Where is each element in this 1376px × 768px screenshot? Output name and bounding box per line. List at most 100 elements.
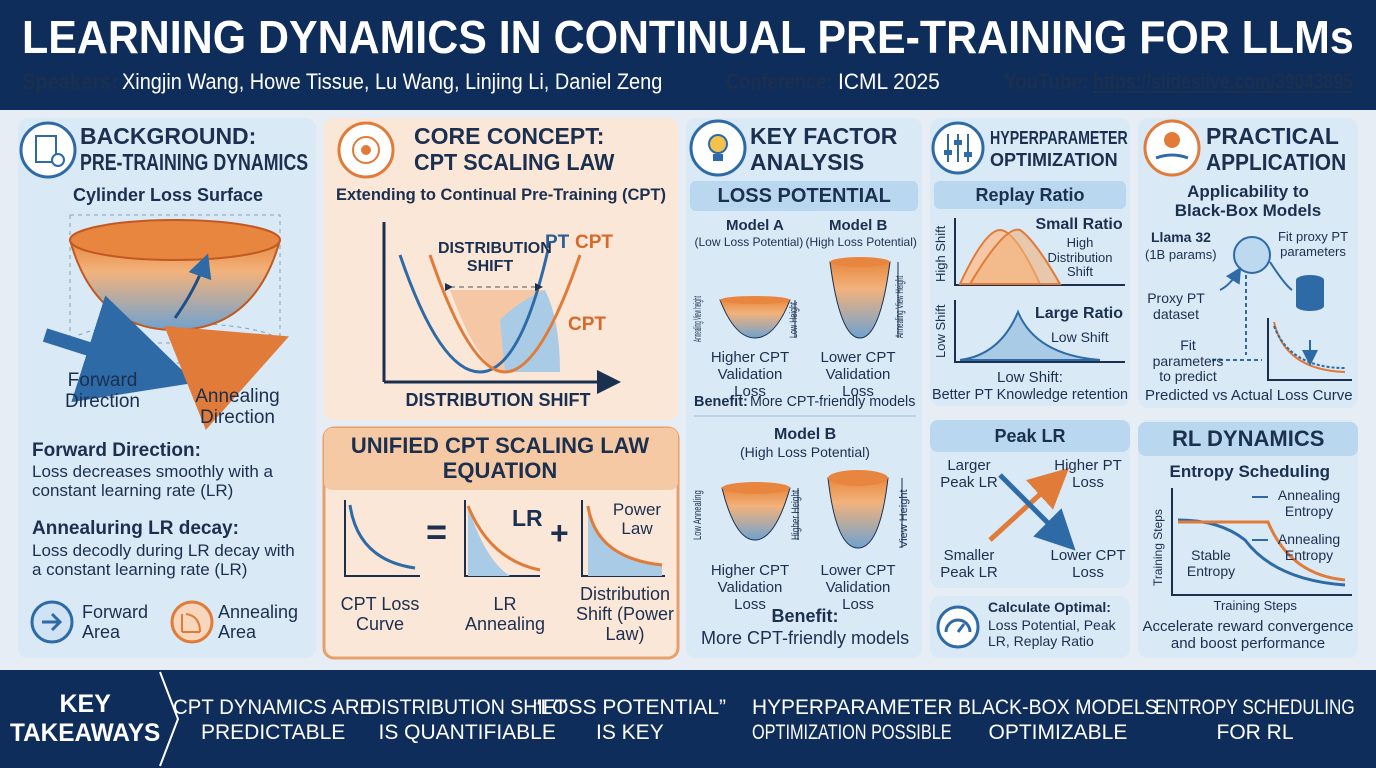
icons-part bbox=[19, 121, 77, 179]
model-bowls bbox=[719, 257, 903, 549]
label: High Distribution Shift bbox=[1047, 235, 1113, 280]
model-bowls-part bbox=[827, 477, 889, 549]
legend-entry: Annealing Entropy bbox=[1277, 487, 1341, 519]
label: (1B params) bbox=[1145, 247, 1217, 262]
panels-part bbox=[934, 181, 1126, 209]
label: = bbox=[426, 511, 448, 552]
model-bowls-part bbox=[830, 257, 890, 267]
conference-label: Conference: bbox=[726, 69, 833, 94]
axis-label: High Shift bbox=[933, 225, 948, 282]
icons-part bbox=[1155, 153, 1189, 160]
label: Model B bbox=[829, 217, 888, 234]
label: Higher CPT Validation Loss bbox=[710, 562, 790, 613]
takeaway: OPTIMIZATION POSSIBLE bbox=[752, 721, 952, 744]
label: Low Annealing bbox=[692, 490, 704, 540]
entropy-chart-part bbox=[1178, 520, 1346, 582]
model-bowls-part bbox=[722, 482, 790, 494]
replay-charts-part bbox=[968, 228, 1062, 285]
loss-bowl-part bbox=[164, 326, 289, 430]
takeaway: IS KEY bbox=[596, 721, 664, 744]
heading: Annealuring LR decay: bbox=[32, 518, 239, 539]
label: Model A bbox=[726, 217, 784, 234]
takeaway: DISTRIBUTION SHIFT bbox=[367, 696, 567, 719]
icons-part bbox=[1164, 132, 1180, 148]
icons-part bbox=[936, 605, 980, 649]
black-box-diagram-part bbox=[1267, 318, 1352, 381]
label: Benefit: bbox=[694, 393, 748, 410]
panels-part bbox=[1138, 420, 1358, 658]
model-bowls-part bbox=[721, 487, 791, 541]
label: Higher CPT Validation Loss bbox=[710, 349, 790, 400]
loss-bowl-part bbox=[42, 295, 196, 403]
axis-label: Low Shift bbox=[933, 304, 948, 358]
label: Fit parameters to predict bbox=[1152, 337, 1224, 385]
cpt-curves-part bbox=[398, 249, 550, 374]
entropy-chart-part bbox=[1252, 496, 1268, 541]
label: Fit proxy PT parameters bbox=[1277, 229, 1349, 259]
takeaway: PREDICTABLE bbox=[201, 721, 346, 744]
panels-part bbox=[1138, 422, 1358, 456]
icons-part bbox=[51, 153, 65, 167]
label: Low Shift: bbox=[997, 369, 1063, 386]
label: Annealing View height bbox=[692, 296, 704, 342]
loss-bowl-part bbox=[69, 219, 281, 261]
label: Larger Peak LR bbox=[940, 457, 998, 491]
model-bowls-part bbox=[719, 299, 791, 339]
label: View Height bbox=[898, 489, 910, 549]
peak-arrows-part bbox=[988, 467, 1070, 542]
black-box-diagram-part bbox=[1212, 275, 1262, 361]
replay-charts-part bbox=[954, 218, 1125, 363]
footer-band-part bbox=[0, 670, 1376, 768]
axis-label: Training Steps bbox=[1151, 509, 1165, 586]
icons-part bbox=[42, 612, 63, 632]
panels-part bbox=[930, 596, 1130, 658]
label: Annealing View Height bbox=[894, 275, 906, 338]
panel-title: HYPERPARAMETER bbox=[990, 128, 1128, 148]
panel-title: CPT SCALING LAW bbox=[414, 149, 615, 175]
black-box-diagram-part bbox=[1219, 262, 1293, 291]
subtitle: Entropy Scheduling bbox=[1169, 462, 1331, 481]
peak-arrows bbox=[988, 467, 1076, 551]
icons-part bbox=[35, 135, 57, 163]
black-box-diagram bbox=[1212, 236, 1352, 381]
label: Small Ratio bbox=[1035, 216, 1123, 233]
model-bowls-part bbox=[828, 470, 888, 486]
label: Benefit: bbox=[771, 606, 839, 626]
icons-part bbox=[944, 150, 952, 155]
panels-part bbox=[324, 428, 678, 490]
icons-part bbox=[170, 600, 214, 644]
conference: ICML 2025 bbox=[838, 69, 940, 94]
takeaway: FOR RL bbox=[1216, 721, 1294, 744]
takeaway: “LOSS POTENTIAL” bbox=[533, 696, 727, 719]
section-header: RL DYNAMICS bbox=[1172, 426, 1325, 451]
section-header: LOSS POTENTIAL bbox=[717, 185, 891, 207]
panel-title: OPTIMIZATION bbox=[990, 150, 1118, 170]
speakers: Xingjin Wang, Howe Tissue, Lu Wang, Linj… bbox=[122, 69, 663, 94]
label: Forward Direction bbox=[65, 370, 140, 413]
footer-heading: KEY bbox=[59, 690, 111, 718]
axis-label: Training Steps bbox=[1213, 598, 1297, 613]
equation-charts-part bbox=[464, 500, 540, 577]
label: Low Height bbox=[788, 301, 800, 338]
equation-charts-part bbox=[348, 504, 416, 570]
entropy-chart-part bbox=[1171, 488, 1352, 596]
black-box-diagram-part bbox=[1233, 236, 1271, 274]
equation-charts-part bbox=[468, 506, 510, 576]
takeaway: HYPERPARAMETER bbox=[752, 696, 953, 719]
label: Proxy PT dataset bbox=[1147, 290, 1205, 322]
caption: Predicted vs Actual Loss Curve bbox=[1145, 387, 1353, 404]
label: (High Loss Potential) bbox=[740, 444, 870, 460]
icons-part bbox=[944, 618, 972, 633]
cpt-curves-part bbox=[428, 254, 582, 374]
label: Lower CPT Loss bbox=[1050, 547, 1126, 581]
icons-part bbox=[181, 613, 201, 633]
model-bowls-part bbox=[829, 261, 891, 339]
replay-charts bbox=[954, 218, 1125, 363]
label: Lower CPT Validation Loss bbox=[820, 562, 896, 613]
label: Higher PT Loss bbox=[1054, 457, 1122, 491]
equation-charts bbox=[344, 500, 665, 577]
equation-charts-part bbox=[344, 500, 420, 577]
equation-charts-part bbox=[586, 505, 663, 567]
legend-entry: Forward Area bbox=[82, 602, 149, 643]
